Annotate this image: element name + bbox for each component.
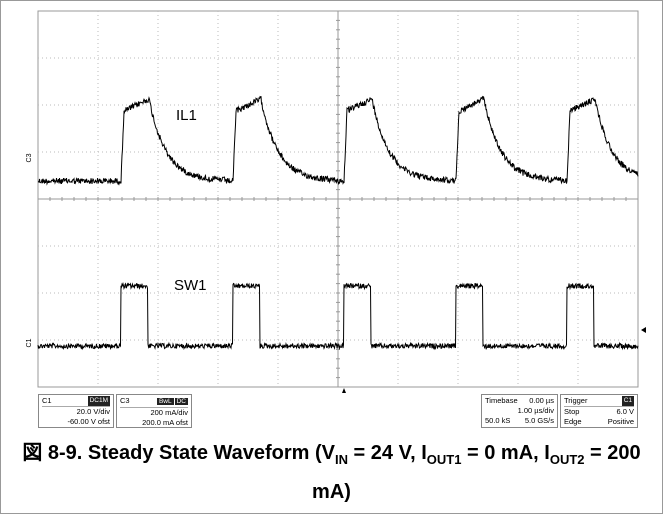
value: 5.0 GS/s bbox=[525, 416, 554, 426]
caption-text: 図 8-9. Steady State Waveform (V bbox=[22, 442, 335, 464]
setting: 200 mA/div bbox=[120, 408, 188, 418]
trigger-box: Trigger C1 Stop 6.0 V Edge Positive bbox=[560, 394, 638, 428]
caption-sub: IN bbox=[335, 452, 348, 467]
caption-sub: OUT2 bbox=[550, 452, 585, 467]
setting: 200.0 mA ofst bbox=[120, 418, 188, 428]
badge: C1 bbox=[622, 396, 634, 406]
value: 0.00 µs bbox=[529, 396, 554, 406]
label: 50.0 kS bbox=[485, 416, 510, 426]
caption-sub: OUT1 bbox=[427, 452, 462, 467]
channel-marker: C3 bbox=[26, 153, 33, 162]
channel-marker: C1 bbox=[26, 338, 33, 347]
caption-text: = 0 mA, I bbox=[461, 442, 549, 464]
trace-label: IL1 bbox=[176, 107, 197, 124]
value: 6.0 V bbox=[616, 407, 634, 417]
scope-screen: IL1 SW1 C3 C1 bbox=[1, 1, 662, 393]
label: Stop bbox=[564, 407, 579, 417]
label: Edge bbox=[564, 417, 582, 427]
timebase-box: Timebase 0.00 µs 1.00 µs/div 50.0 kS 5.0 G… bbox=[481, 394, 558, 428]
setting: -60.00 V ofst bbox=[42, 417, 110, 427]
channel-name: C1 bbox=[42, 396, 52, 406]
value: 1.00 µs/div bbox=[485, 406, 554, 416]
setting: 20.0 V/div bbox=[42, 407, 110, 417]
figure: IL1 SW1 C3 C1 C1 DC1M 20.0 V/div -60.00 V… bbox=[0, 0, 663, 514]
value: Positive bbox=[608, 417, 634, 427]
label: Timebase bbox=[485, 396, 518, 406]
badge: BwL bbox=[157, 398, 174, 405]
trace-label: SW1 bbox=[174, 277, 207, 294]
badge: DC bbox=[175, 398, 188, 405]
c1-box: C1 DC1M 20.0 V/div -60.00 V ofst bbox=[38, 394, 114, 428]
badge: DC1M bbox=[88, 396, 110, 406]
caption-text: = 24 V, I bbox=[348, 442, 427, 464]
channel-name: C3 bbox=[120, 396, 130, 407]
caption: 図 8-9. Steady State Waveform (VIN = 24 V… bbox=[11, 437, 652, 508]
level-marker bbox=[641, 327, 646, 333]
trigger-marker bbox=[342, 388, 346, 393]
label: Trigger bbox=[564, 396, 587, 406]
